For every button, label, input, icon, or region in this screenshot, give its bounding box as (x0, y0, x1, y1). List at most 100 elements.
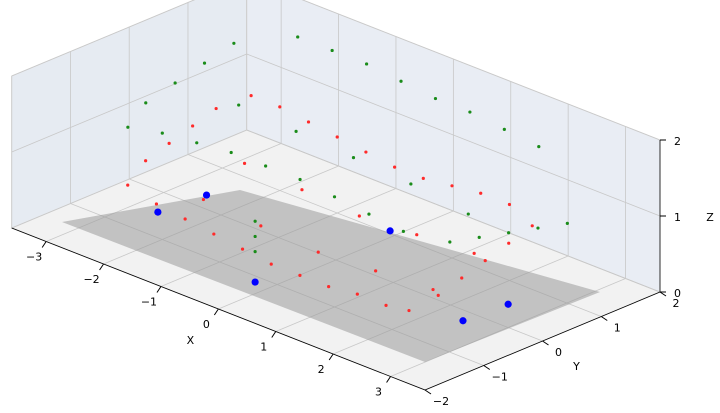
grid-line (11, 0, 196, 77)
point (536, 226, 540, 230)
point (160, 131, 164, 135)
x-tick-label: 2 (318, 363, 325, 376)
z-tick-label: 2 (674, 135, 681, 148)
point (264, 164, 268, 168)
point (537, 145, 541, 149)
point (167, 141, 171, 145)
point (296, 35, 300, 39)
point (237, 103, 241, 107)
grid-line (11, 129, 247, 229)
y-tick-label: 2 (673, 297, 680, 310)
point (507, 241, 511, 245)
point (433, 96, 438, 101)
point (507, 231, 511, 235)
z-tick-label: 0 (674, 287, 681, 300)
point (249, 94, 253, 98)
point (384, 303, 388, 307)
point (364, 150, 368, 154)
panes (10, 0, 662, 391)
point (278, 105, 282, 109)
point (431, 287, 435, 292)
point (253, 234, 257, 239)
point (393, 165, 397, 169)
point (468, 110, 472, 114)
point (327, 285, 331, 289)
grid-line (301, 0, 661, 141)
point (502, 127, 506, 131)
tick-mark (99, 263, 104, 271)
point (253, 250, 257, 254)
point (269, 262, 273, 266)
point (144, 101, 148, 105)
point (565, 221, 569, 225)
point (355, 292, 359, 296)
point (259, 224, 263, 228)
point (459, 317, 467, 325)
point (251, 278, 259, 286)
point (232, 41, 236, 45)
point (507, 202, 512, 207)
z-axis-label: Z (706, 211, 714, 224)
point (472, 251, 476, 255)
point (201, 197, 206, 202)
point (126, 125, 130, 129)
point (401, 229, 405, 233)
point (154, 202, 159, 206)
x-tick-label: 1 (260, 341, 267, 354)
tick-mark (41, 241, 47, 248)
tick-mark (271, 331, 277, 338)
point (202, 191, 211, 199)
tick-mark (542, 340, 549, 346)
point (300, 188, 304, 192)
point (436, 293, 440, 297)
point (126, 183, 130, 187)
z-tick-label: 1 (674, 211, 681, 224)
point (306, 120, 311, 124)
y-tick-label: −1 (492, 371, 508, 384)
x-axis-label: X (187, 334, 195, 347)
point (298, 177, 302, 182)
marks (126, 35, 569, 325)
x-axis-line (11, 227, 426, 391)
x-tick-label: −3 (26, 251, 42, 264)
tick-mark (424, 389, 432, 395)
x-tick-label: 3 (375, 386, 382, 399)
point (374, 269, 378, 273)
point (195, 141, 199, 145)
point (399, 79, 403, 83)
y-tick-label: 0 (555, 346, 562, 359)
y-axis-line (424, 291, 661, 391)
point (504, 300, 512, 308)
y-tick-label: 1 (614, 322, 621, 335)
grid-line (11, 53, 247, 153)
point (460, 276, 464, 280)
grid-line (246, 129, 661, 293)
grid-line (246, 53, 661, 217)
point (407, 308, 411, 313)
point (364, 62, 369, 66)
point (483, 259, 487, 263)
x-tick-label: 0 (203, 318, 210, 331)
tick-mark (659, 291, 667, 297)
point (144, 159, 148, 163)
point (332, 195, 337, 199)
point (466, 212, 470, 216)
point (253, 219, 257, 223)
point (294, 129, 298, 133)
tick-mark (386, 376, 391, 383)
y-tick-label: −2 (433, 395, 449, 408)
tick-mark (156, 286, 162, 293)
tick-mark (328, 353, 334, 361)
point (173, 81, 177, 85)
tick-mark (213, 308, 219, 316)
point (316, 250, 320, 254)
point (477, 235, 481, 239)
point (212, 232, 216, 236)
point (183, 217, 187, 221)
point (242, 161, 247, 165)
point (214, 106, 218, 111)
point (530, 224, 534, 228)
point (202, 61, 207, 65)
point (479, 191, 483, 195)
